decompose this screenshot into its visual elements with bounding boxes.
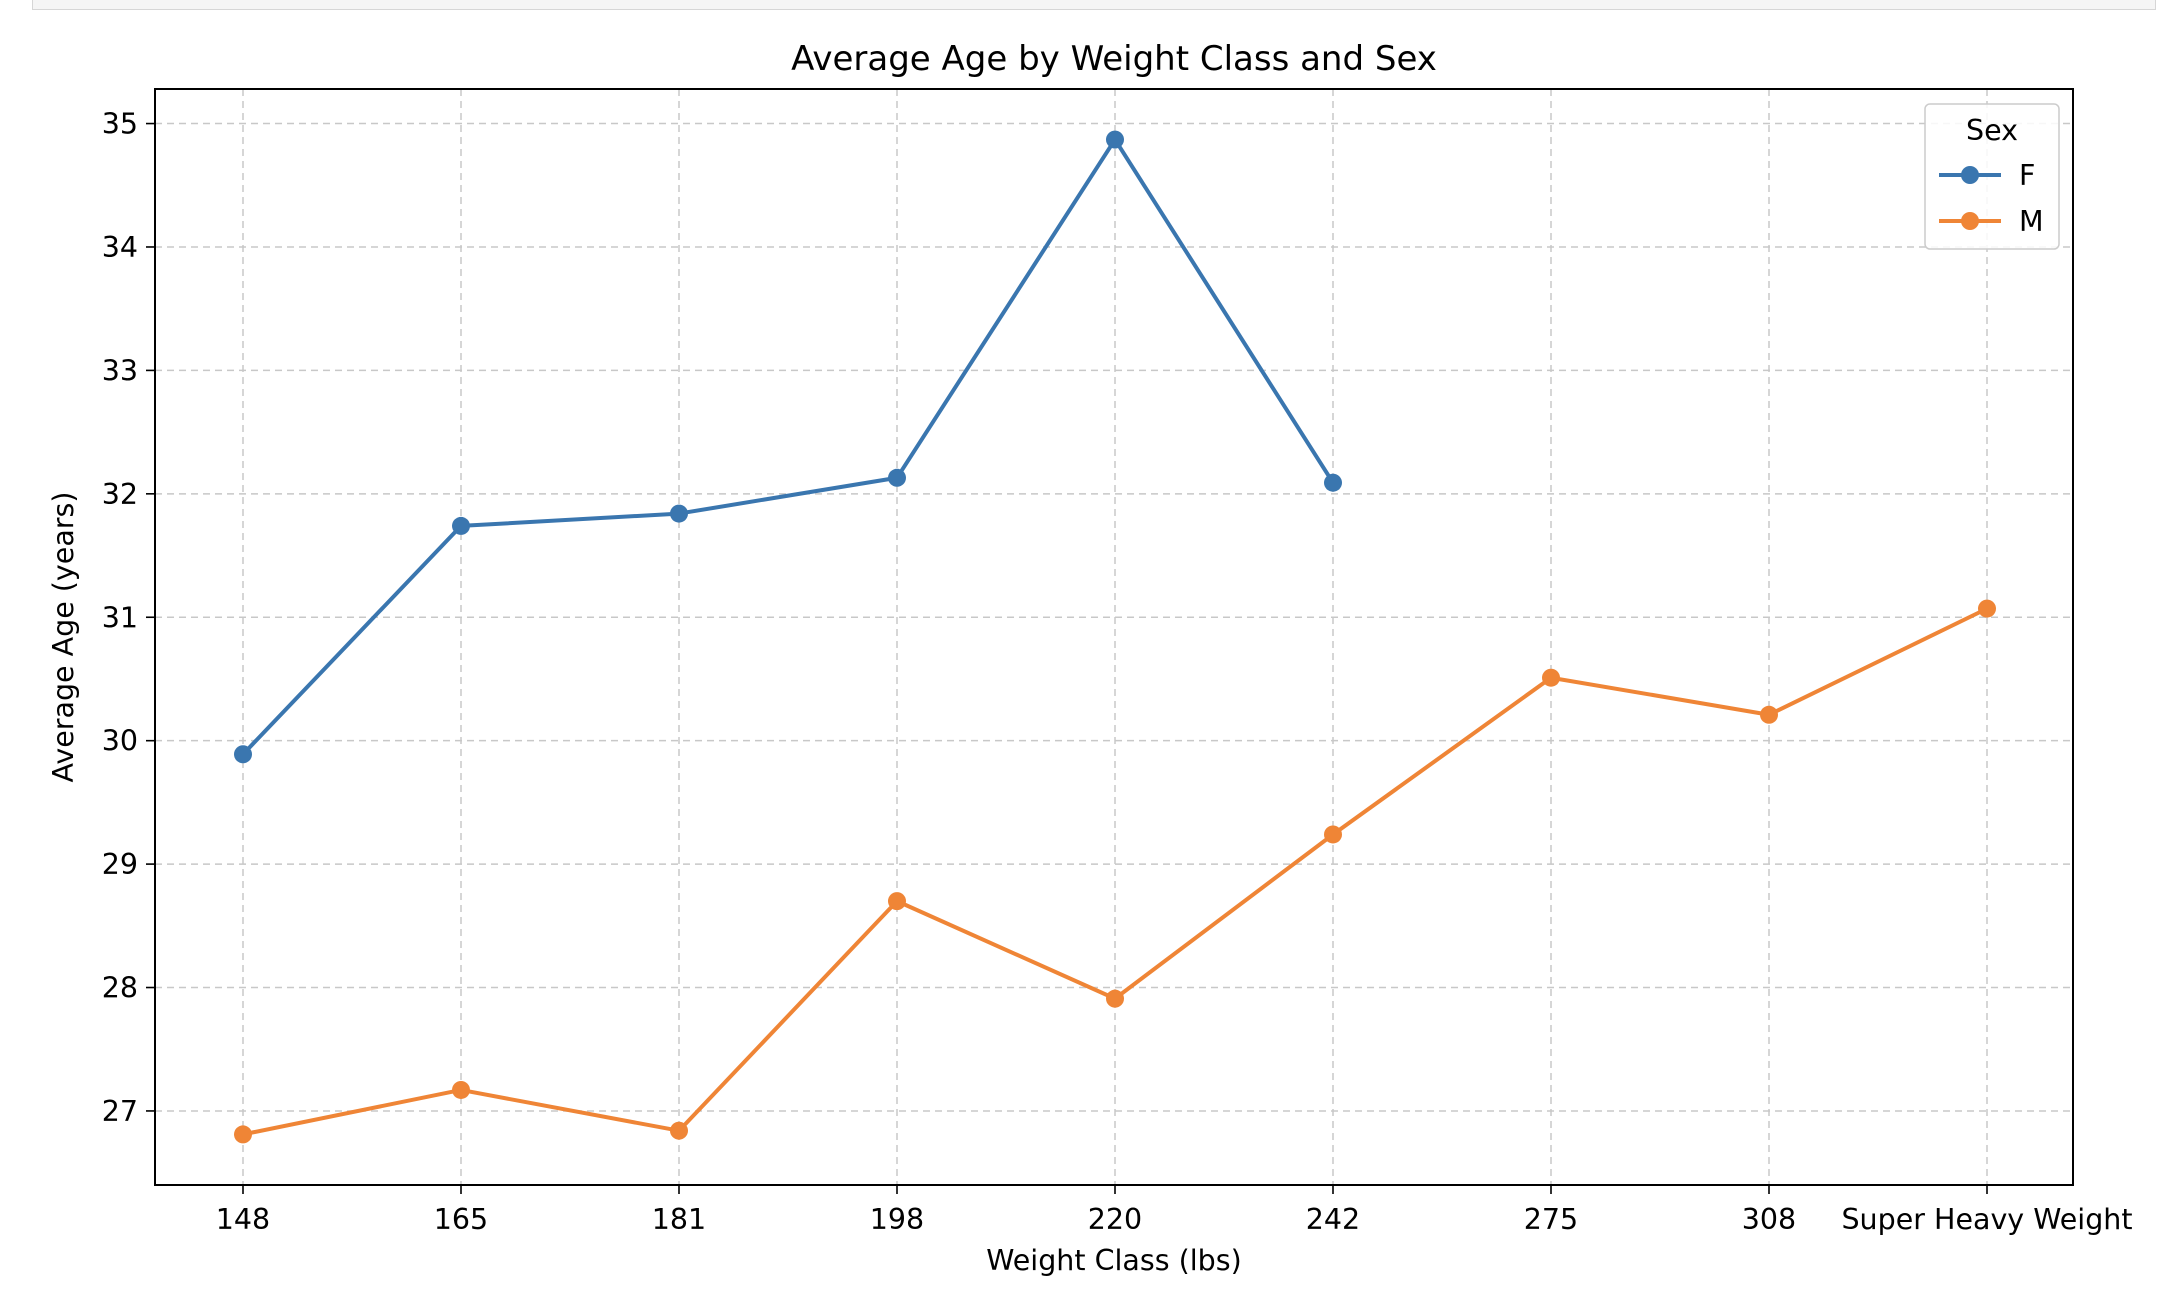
- legend-label-M: M: [2019, 205, 2044, 238]
- x-tick-label: 220: [1088, 1203, 1142, 1236]
- x-tick-label: 148: [216, 1203, 270, 1236]
- x-tick-label: 181: [652, 1203, 706, 1236]
- x-tick-label: 308: [1742, 1203, 1796, 1236]
- data-point-M: [452, 1080, 470, 1099]
- y-tick-label: 32: [102, 478, 138, 511]
- y-tick-label: 31: [102, 601, 138, 634]
- series-M: [234, 599, 1996, 1144]
- x-tick-label: Super Heavy Weight: [1841, 1203, 2132, 1236]
- data-point-F: [452, 516, 470, 535]
- x-tick-label: 275: [1524, 1203, 1578, 1236]
- y-tick-label: 28: [102, 972, 138, 1005]
- legend: Sex FM: [1924, 103, 2060, 250]
- legend-label-F: F: [2019, 159, 2035, 192]
- x-tick-label: 165: [434, 1203, 488, 1236]
- series-F: [234, 130, 1342, 764]
- legend-title: Sex: [1966, 114, 2018, 147]
- data-point-F: [888, 468, 906, 487]
- y-axis-ticks: 27 28 29 30 31 32 33 34 35: [102, 108, 155, 1128]
- plot-area-background: [155, 89, 2073, 1185]
- legend-entries: FM: [1939, 159, 2044, 238]
- y-tick-label: 30: [102, 725, 138, 758]
- series-line-F: [241, 137, 1335, 757]
- data-point-F: [1106, 130, 1124, 149]
- data-point-M: [234, 1125, 252, 1144]
- data-point-F: [234, 745, 252, 764]
- data-point-M: [1106, 989, 1124, 1008]
- data-point-M: [1324, 825, 1342, 844]
- legend-entry-F: F: [1939, 159, 2035, 192]
- y-tick-label: 34: [102, 231, 138, 264]
- y-tick-label: 35: [102, 108, 138, 141]
- legend-marker-F: [1961, 166, 1979, 184]
- y-tick-label: 29: [102, 848, 138, 881]
- notebook-cell-edge: [32, 0, 2156, 10]
- chart-title: Average Age by Weight Class and Sex: [791, 39, 1437, 79]
- x-tick-label: 242: [1306, 1203, 1360, 1236]
- series-layer: [234, 130, 1996, 1144]
- y-tick-label: 27: [102, 1095, 138, 1128]
- legend-entry-M: M: [1939, 205, 2044, 238]
- x-axis-ticks: 148 165 181 198 220 242 275 308 Super Heavy Weig…: [216, 1185, 2133, 1236]
- data-point-F: [670, 504, 688, 523]
- data-point-M: [1760, 705, 1778, 724]
- legend-marker-M: [1961, 212, 1979, 230]
- data-point-M: [888, 892, 906, 911]
- plot-frame: [154, 88, 2074, 1186]
- y-axis-label: Average Age (years): [47, 492, 80, 783]
- data-point-M: [670, 1121, 688, 1140]
- x-tick-label: 198: [870, 1203, 924, 1236]
- data-point-M: [1542, 668, 1560, 687]
- y-tick-label: 33: [102, 354, 138, 387]
- data-point-F: [1324, 473, 1342, 492]
- data-point-M: [1978, 599, 1996, 618]
- x-axis-label: Weight Class (lbs): [986, 1244, 1241, 1277]
